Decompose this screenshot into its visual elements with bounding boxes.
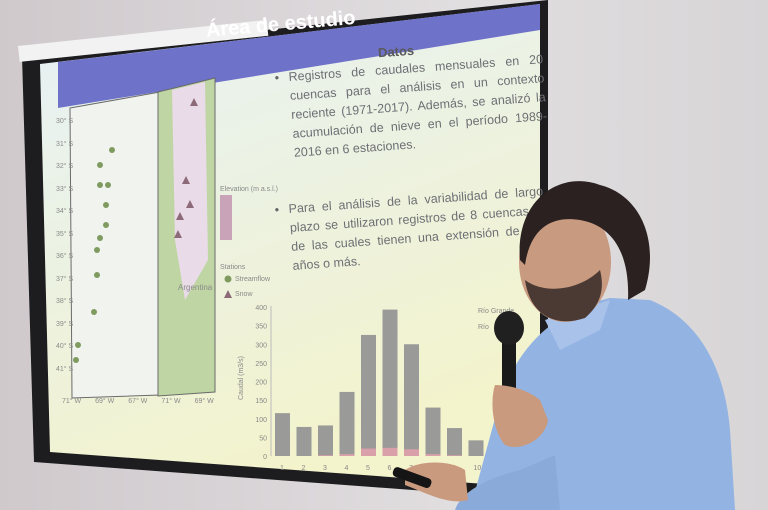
lat-tick: 37° S (56, 275, 74, 283)
chart-legend-rio-grande: Río Grande (478, 308, 515, 315)
beard (525, 270, 602, 322)
elevation-colorbar (220, 195, 232, 240)
bar-rio-grande (382, 309, 398, 456)
lon-tick: 71° W (161, 398, 181, 405)
lon-tick: 71° W (62, 398, 82, 405)
x-tick-label: 5 (366, 465, 370, 472)
y-tick-label: 200 (255, 380, 267, 387)
shirt (470, 298, 735, 510)
bar-rio-grande (296, 426, 312, 456)
microphone-head (494, 311, 524, 345)
lat-tick: 31° S (56, 140, 74, 148)
streamflow-stations (73, 147, 232, 363)
longitude-ticks: 71° W 69° W 67° W 71° W 69° W (62, 398, 214, 405)
y-tick-label: 50 (259, 435, 267, 442)
lon-tick: 67° W (128, 398, 148, 405)
bar-rio (318, 455, 333, 456)
sleeve (455, 455, 560, 510)
title-bar (58, 4, 540, 108)
y-tick-label: 100 (255, 417, 267, 424)
y-tick-label: 150 (255, 398, 267, 405)
lat-tick: 32° S (56, 163, 74, 170)
bar-rio-grande (318, 425, 333, 456)
y-tick-label: 0 (263, 454, 267, 461)
bar-rio-grande (447, 428, 462, 456)
bar-rio (447, 455, 462, 456)
bar-rio-grande (339, 391, 355, 456)
bar-rio-grande (425, 407, 441, 456)
latitude-ticks: 30° S 31° S 32° S 33° S 34° S 35° S 36° S 37° S… (56, 118, 73, 373)
bar-rio (361, 448, 376, 456)
bar-rio-grande (275, 413, 290, 456)
microphone-handle (502, 330, 516, 400)
lat-tick: 35° S (56, 230, 74, 238)
lon-tick: 69° W (194, 398, 214, 405)
lat-tick: 38° S (56, 298, 74, 305)
lat-tick: 30° S (56, 118, 74, 125)
lat-tick: 39° S (56, 320, 74, 328)
bar-rio (425, 454, 441, 456)
elevation-legend-label: Elevation (m a.s.l.) (220, 186, 278, 193)
x-tick-label: 3 (323, 465, 327, 472)
hand-holding-mic (492, 385, 548, 448)
high-elevation (172, 82, 208, 300)
bar-rio (339, 454, 355, 456)
lat-tick: 33° S (56, 185, 74, 193)
hair (519, 181, 650, 300)
y-tick-label: 300 (255, 342, 267, 349)
lat-tick: 40° S (56, 343, 74, 350)
collar (545, 300, 610, 350)
y-tick-label: 250 (255, 361, 267, 368)
presentation-clicker (392, 467, 432, 488)
x-tick-label: 10 (474, 465, 482, 472)
snow-legend: Snow (235, 291, 253, 298)
country-label: Argentina (178, 283, 213, 292)
chart-legend-rio: Río (478, 324, 489, 331)
lat-tick: 34° S (56, 208, 74, 215)
lat-tick: 41° S (56, 365, 74, 373)
x-tick-label: 4 (345, 465, 349, 472)
lat-tick: 36° S (56, 253, 74, 260)
bar-rio (404, 449, 419, 456)
bar-rio (382, 447, 398, 456)
y-tick-label: 400 (255, 305, 267, 312)
x-tick-label: 6 (388, 465, 392, 472)
snow-stations (174, 98, 232, 298)
x-tick-label: 2 (302, 465, 306, 472)
bar-rio-grande (361, 334, 376, 456)
hand-with-clicker (405, 462, 468, 502)
streamflow-legend: Streamflow (235, 276, 271, 283)
bar-rio-grande (404, 344, 419, 456)
lon-tick: 69° W (95, 398, 115, 405)
screen-casing (18, 19, 269, 62)
y-tick-label: 350 (255, 324, 267, 331)
x-tick-label: 1 (280, 465, 284, 472)
stations-legend-label: Stations (220, 264, 246, 271)
bar-rio-grande (468, 440, 484, 456)
